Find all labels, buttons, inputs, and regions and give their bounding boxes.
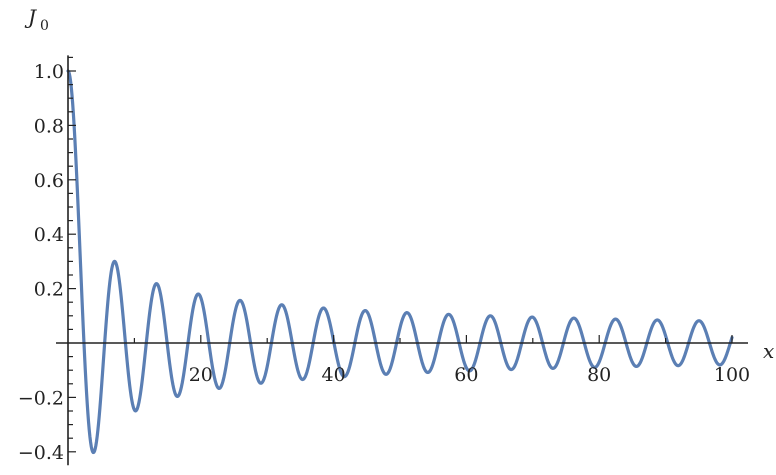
- x-tick-label: 100: [714, 364, 750, 386]
- y-tick-label: −0.4: [18, 442, 64, 464]
- x-tick-label: 40: [322, 364, 346, 386]
- axes: [56, 55, 748, 466]
- y-tick-label: 1.0: [34, 61, 64, 83]
- y-tick-label: 0.8: [34, 115, 64, 137]
- y-tick-label: 0.2: [34, 279, 64, 301]
- y-tick-label: 0.4: [34, 224, 64, 246]
- y-tick-label: −0.2: [18, 387, 64, 409]
- y-tick-label: 0.6: [34, 170, 64, 192]
- y-axis-label-subscript: 0: [40, 18, 49, 34]
- y-axis-label: J: [24, 5, 37, 29]
- plot-area: [66, 69, 734, 455]
- tick-labels: 20 40 60 80 100 −0.4 −0.2 0.2 0.4 0.6 0.8 1.0 x J 0: [18, 5, 774, 464]
- x-tick-label: 20: [189, 364, 213, 386]
- bessel-j0-curve: [66, 69, 734, 455]
- x-tick-label: 60: [454, 364, 478, 386]
- x-axis-label: x: [763, 339, 774, 363]
- x-tick-label: 80: [587, 364, 611, 386]
